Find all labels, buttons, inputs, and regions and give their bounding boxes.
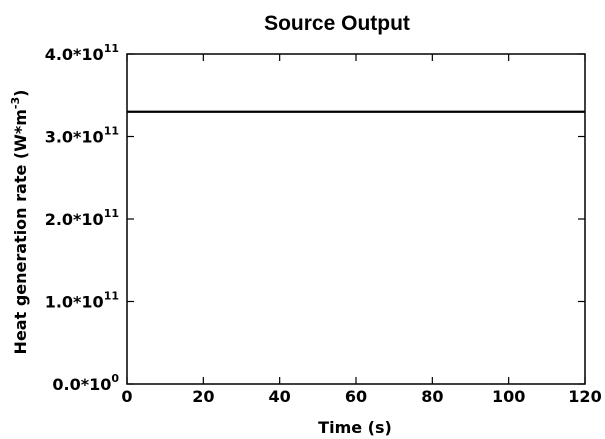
x-tick-label: 40 [269,387,291,406]
y-tick-label: 2.0*1011 [45,207,119,229]
x-tick-label: 0 [121,387,132,406]
y-tick-label: 3.0*1011 [45,125,119,147]
x-axis-ticks: 0 20 40 60 80 100 120 [121,54,602,406]
x-tick-label: 100 [492,387,525,406]
chart-title: Source Output [264,12,410,35]
y-tick-label: 0.0*100 [52,372,119,394]
x-tick-label: 60 [345,387,367,406]
x-tick-label: 80 [421,387,443,406]
x-tick-label: 120 [568,387,601,406]
y-tick-label: 4.0*1011 [45,42,119,64]
y-axis-ticks: 0.0*100 1.0*1011 2.0*1011 3.0*1011 4.0*1011 [45,42,585,394]
plot-area-frame [126,53,586,385]
x-axis-label: Time (s) [318,418,392,437]
x-tick-label: 20 [192,387,214,406]
y-axis-label: Heat generation rate (W*m-3) [9,90,30,355]
y-tick-label: 1.0*1011 [45,290,119,312]
